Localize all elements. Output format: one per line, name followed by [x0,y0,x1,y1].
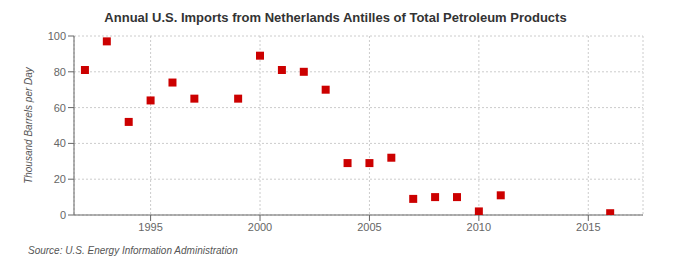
svg-text:2005: 2005 [357,221,381,233]
svg-text:20: 20 [54,173,66,185]
svg-text:1995: 1995 [138,221,162,233]
svg-text:40: 40 [54,137,66,149]
svg-text:2000: 2000 [248,221,272,233]
html-text:Annual U.S. Imports from Nethe: Annual U.S. Imports from Netherlands Ant… [104,10,567,25]
svg-text:60: 60 [54,102,66,114]
svg-text:2015: 2015 [576,221,600,233]
html-text:Source: U.S. Energy Informatio: Source: U.S. Energy Information Administ… [28,245,238,256]
svg-text:Thousand Barrels per Day: Thousand Barrels per Day [23,66,34,184]
svg-text:0: 0 [60,209,66,221]
svg-text:100: 100 [48,30,66,42]
svg-text:80: 80 [54,66,66,78]
svg-text:2010: 2010 [467,221,491,233]
